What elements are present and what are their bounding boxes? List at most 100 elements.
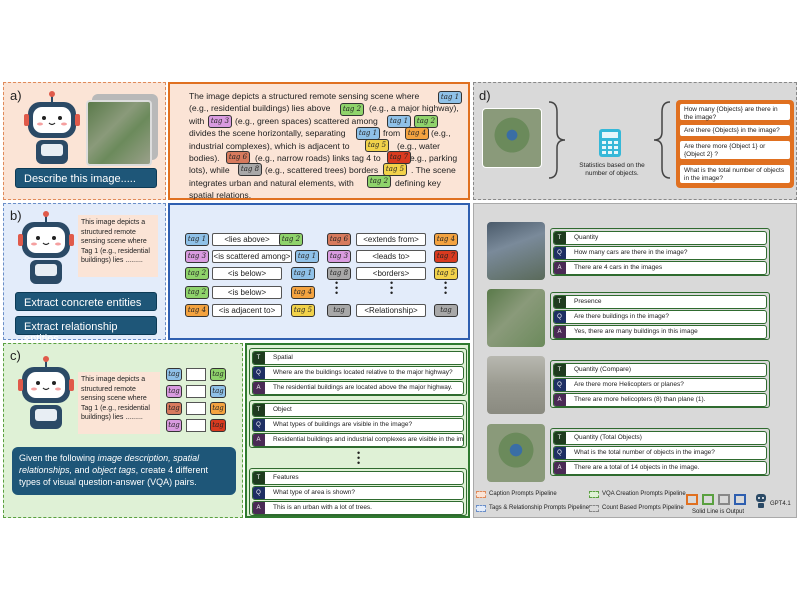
tag-7: tag 7 bbox=[387, 151, 411, 164]
question-badge: Q bbox=[253, 487, 265, 499]
qa-answer: Residential buildings and industrial com… bbox=[273, 436, 464, 443]
tag-8: tag 8 bbox=[327, 267, 351, 280]
qa-group-features: T Features Q What type of area is shown? A… bbox=[249, 468, 467, 516]
answer-badge: A bbox=[253, 382, 265, 394]
title-badge: T bbox=[253, 352, 265, 364]
tag-3: tag 3 bbox=[185, 250, 209, 263]
question-badge: Q bbox=[554, 311, 566, 323]
qa-group-object: T Object Q What types of buildings are vis… bbox=[249, 400, 467, 448]
qa-title: Quantity (Compare) bbox=[574, 366, 632, 373]
title-badge: T bbox=[253, 472, 265, 484]
describe-image-button: Describe this image..... bbox=[15, 168, 157, 188]
qa-question: What types of buildings are visible in t… bbox=[273, 421, 413, 428]
satellite-image bbox=[86, 100, 152, 166]
answer-badge: A bbox=[554, 394, 566, 406]
question-templates: How many {Objects} are there in the imag… bbox=[676, 100, 794, 188]
image-description: The image depicts a structured remote se… bbox=[189, 91, 459, 201]
qa-group-quantity-total: T Quantity (Total Objects) Q What is the t… bbox=[550, 428, 770, 476]
qa-title: Quantity bbox=[574, 234, 599, 241]
question-template: Are there more {Object 1} or {Object 2} … bbox=[679, 140, 791, 160]
tag-7: tag 7 bbox=[434, 250, 458, 263]
curly-brace-icon bbox=[653, 101, 671, 179]
tag-6: tag 6 bbox=[327, 233, 351, 246]
tag-2: tag 2 bbox=[367, 175, 391, 188]
tag-1: tag 1 bbox=[185, 233, 209, 246]
description-snippet: This image depicts a structured remote s… bbox=[78, 372, 160, 434]
tag-1: tag 1 bbox=[291, 267, 315, 280]
question-badge: Q bbox=[253, 367, 265, 379]
ellipsis-dots: • • • bbox=[390, 278, 394, 298]
answer-badge: A bbox=[554, 326, 566, 338]
question-badge: Q bbox=[554, 379, 566, 391]
vqa-prompt: Given the following image description, s… bbox=[12, 447, 236, 495]
ellipsis-dots: • • • bbox=[444, 278, 448, 298]
question-badge: Q bbox=[554, 247, 566, 259]
relationship-label: <Relationship> bbox=[356, 304, 426, 317]
satellite-image bbox=[487, 222, 545, 280]
tag-generic: tag bbox=[434, 304, 458, 317]
question-badge: Q bbox=[253, 419, 265, 431]
satellite-image bbox=[487, 356, 545, 414]
tag-4: tag 4 bbox=[291, 286, 315, 299]
qa-group-quantity: T Quantity Q How many cars are there in th… bbox=[550, 228, 770, 276]
qa-group-quantity-compare: T Quantity (Compare) Q Are there more Heli… bbox=[550, 360, 770, 408]
answer-badge: A bbox=[253, 434, 265, 446]
qa-question: Are there buildings in the image? bbox=[574, 313, 670, 320]
qa-title: Quantity (Total Objects) bbox=[574, 434, 642, 441]
relationship-label: <is below> bbox=[212, 286, 282, 299]
qa-question: Where are the buildings located relative… bbox=[273, 369, 453, 376]
tag-5: tag 5 bbox=[434, 267, 458, 280]
title-badge: T bbox=[554, 364, 566, 376]
tag-4: tag 4 bbox=[405, 127, 429, 140]
tag-2: tag 2 bbox=[185, 267, 209, 280]
qa-answer: There are a total of 14 objects in the i… bbox=[574, 464, 700, 471]
title-badge: T bbox=[554, 432, 566, 444]
answer-badge: A bbox=[554, 262, 566, 274]
tag-grid: tag tag tag tag tag tag tag tag bbox=[166, 368, 228, 434]
tag-3: tag 3 bbox=[208, 115, 232, 128]
qa-answer: The residential buildings are located ab… bbox=[273, 384, 453, 391]
calculator-icon bbox=[599, 129, 621, 157]
qa-title: Presence bbox=[574, 298, 602, 305]
legend: Caption Prompts Pipeline Tags & Relation… bbox=[474, 488, 796, 518]
qa-title: Object bbox=[273, 406, 292, 413]
title-badge: T bbox=[253, 404, 265, 416]
legend-count: Count Based Prompts Pipeline bbox=[602, 505, 684, 511]
legend-gpt: GPT4.1 bbox=[770, 501, 791, 507]
relationship-label: <extends from> bbox=[356, 233, 426, 246]
tag-2: tag 2 bbox=[340, 103, 364, 116]
robot-icon bbox=[16, 355, 76, 430]
ellipsis-dots: • • • bbox=[335, 278, 339, 298]
tag-2: tag 2 bbox=[185, 286, 209, 299]
satellite-image bbox=[487, 289, 545, 347]
tag-3: tag 3 bbox=[327, 250, 351, 263]
description-snippet: This image depicts a structured remote s… bbox=[78, 215, 158, 277]
ellipsis-dots: • • • bbox=[357, 448, 361, 468]
extract-relationships-button: Extract relationship entities ..... bbox=[15, 316, 157, 345]
relationship-label: <lies above> bbox=[212, 233, 282, 246]
robot-icon bbox=[22, 90, 82, 165]
relationship-label: <leads to> bbox=[356, 250, 426, 263]
question-template: Are there {Objects} in the image? bbox=[679, 124, 791, 137]
qa-group-spatial: T Spatial Q Where are the buildings locate… bbox=[249, 348, 467, 396]
panel-d-label: d) bbox=[479, 88, 491, 103]
tag-1: tag 1 bbox=[438, 91, 462, 104]
tag-4: tag 4 bbox=[434, 233, 458, 246]
tag-1: tag 1 bbox=[295, 250, 319, 263]
relationship-label: <borders> bbox=[356, 267, 426, 280]
qa-title: Features bbox=[273, 474, 299, 481]
question-badge: Q bbox=[554, 447, 566, 459]
satellite-image bbox=[482, 108, 542, 168]
answer-badge: A bbox=[253, 502, 265, 514]
panel-a-right bbox=[168, 82, 470, 200]
question-template: What is the total number of objects in t… bbox=[679, 164, 791, 184]
qa-answer: This is an urban with a lot of trees. bbox=[273, 504, 372, 511]
statistics-text: Statistics based on the number of object… bbox=[579, 162, 645, 177]
tag-5: tag 5 bbox=[291, 304, 315, 317]
tag-5: tag 5 bbox=[383, 163, 407, 176]
relationship-label: <is below> bbox=[212, 267, 282, 280]
relationship-label: <is scattered among> bbox=[212, 250, 292, 263]
qa-group-presence: T Presence Q Are there buildings in the im… bbox=[550, 292, 770, 340]
extract-entities-button: Extract concrete entities ..... bbox=[15, 292, 157, 321]
title-badge: T bbox=[554, 296, 566, 308]
